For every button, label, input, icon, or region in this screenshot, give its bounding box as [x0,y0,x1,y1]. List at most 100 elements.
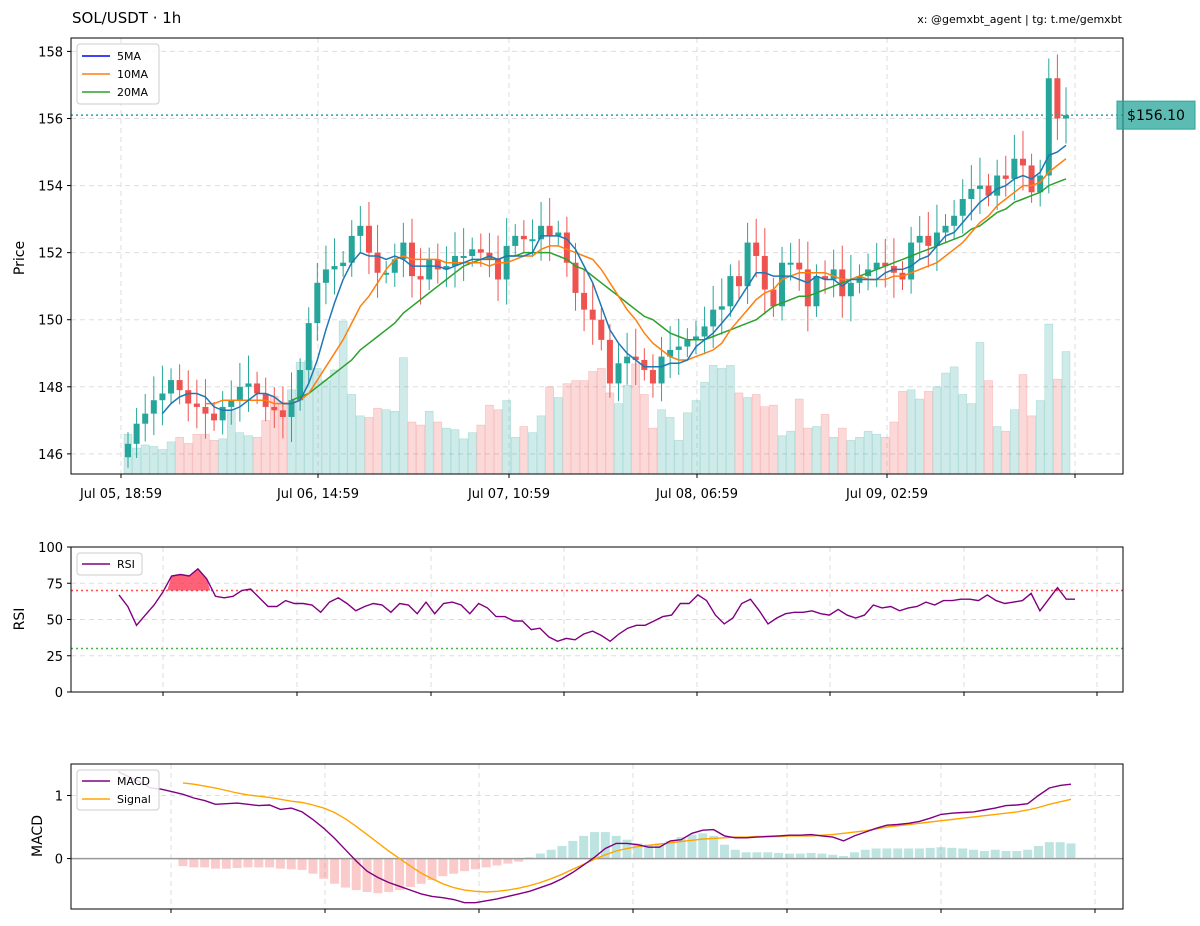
candle-body [159,393,166,401]
volume-bar [519,426,529,475]
candle-body [555,232,562,236]
price-x-tick-label: Jul 09, 02:59 [845,487,928,502]
candle-body [426,259,433,280]
macd-histogram-bar [362,858,372,892]
candle-body [520,235,527,240]
candle-body [684,339,691,347]
macd-histogram-bar [1066,843,1076,859]
volume-bar [743,397,752,475]
volume-bar [467,432,477,475]
macd-histogram-bar [590,832,599,859]
macd-histogram-bar [427,858,437,880]
candle-body [641,359,648,371]
ma-lines [161,144,1067,415]
candle-body [1054,78,1061,119]
volume-bar [1044,323,1054,475]
price-frame [70,37,1124,475]
candle-body [236,386,243,401]
volume-bar [424,410,434,475]
macd-histogram-bar [1044,842,1054,859]
macd-histogram-bar [416,858,426,884]
volume-bar [390,410,400,475]
volume-bar [984,380,993,475]
price-y-tick-label: 150 [38,314,63,329]
candle-body [271,406,278,411]
price-x-tick-label: Jul 06, 14:59 [276,487,359,502]
volume-bar [502,400,511,475]
volume-bar [364,417,374,475]
candle-body [658,356,665,384]
volume-bar [898,391,907,475]
volume-bar [209,440,219,475]
macd-histogram-bar [958,848,968,859]
volume-bar [691,400,701,475]
volume-bar [803,427,813,475]
volume-bar [794,398,804,475]
candle-body [460,256,467,258]
macd-histogram-bar [925,847,935,859]
candle-body [813,276,820,307]
macd-histogram-bar [535,853,545,859]
rsi-y-tick-label: 100 [38,541,63,556]
price-y-ticks: 146 148 150 152 154 156 158 [38,45,71,463]
macd-histogram-bar [514,858,524,862]
candle-body [563,232,570,263]
candle-body [873,262,880,270]
volume-bar [373,407,382,475]
volume-bar [657,409,666,475]
macd-histogram-bar [687,834,697,859]
macd-histogram-bar [546,849,556,859]
macd-histogram [178,832,1076,894]
volume-bar [235,432,245,475]
macd-histogram-bar [1055,842,1065,859]
candle-body [512,235,519,246]
last-price-box [1116,100,1196,130]
volume-bar [967,403,976,475]
macd-histogram-bar [254,858,264,868]
candle-body [804,269,811,307]
volume-bar [880,436,890,475]
macd-legend-box [76,769,160,811]
macd-histogram-bar [774,852,784,859]
candle-body [150,400,157,414]
candle-body [581,292,588,310]
macd-histogram-bar [882,848,892,859]
volume-bar [777,435,787,475]
macd-histogram-bar [698,833,708,859]
last-price-label: $156.10 [1127,108,1185,124]
candle-body [305,323,312,371]
volume-bar [493,409,503,475]
volume-bar [708,365,718,475]
volume-bar [1027,415,1036,475]
candle-body [994,175,1001,196]
candle-body [1063,115,1069,119]
macd-histogram-bar [676,837,686,859]
candle-body [822,276,829,280]
candle-body [383,272,390,275]
candle-body [443,266,450,270]
volume-bar [510,436,520,475]
volume-bar [571,380,580,475]
macd-histogram-bar [665,840,675,859]
macd-histogram-bar [709,835,719,859]
volume-bar [321,380,331,475]
candle-body [744,242,751,287]
candle-body [959,198,966,216]
credit-text: x: @gemxbt_agent | tg: t.me/gemxbt [917,13,1122,26]
volume-bar [889,421,899,475]
volume-bar [924,391,933,475]
volume-bar [579,380,589,475]
volume-bar [855,436,864,475]
candle-body [692,336,699,340]
legend-label-rsi: RSI [117,558,135,571]
candle-body [142,413,149,424]
candle-body [202,406,209,414]
macd-panel: 01 MACD MACD Signal [30,763,1124,913]
volume-bar [347,394,357,475]
price-legend-box [76,43,160,105]
candle-body [624,356,631,364]
price-y-tick-label: 154 [38,180,63,195]
volume-bar [915,398,925,475]
volume-bar [1001,430,1011,475]
